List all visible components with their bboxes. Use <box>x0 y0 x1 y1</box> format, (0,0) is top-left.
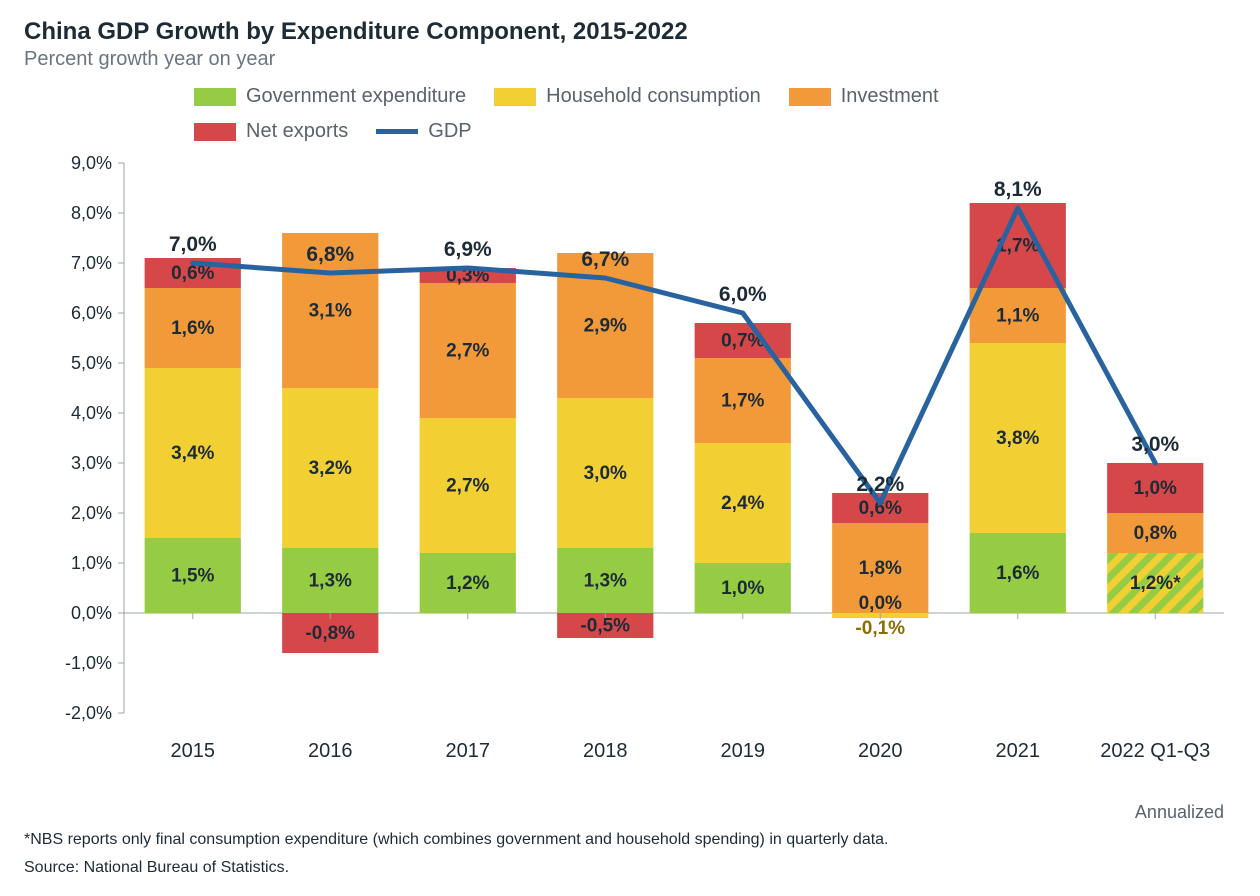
y-tick-label: -1,0% <box>65 653 112 673</box>
bar-label-nx: -0,5% <box>580 616 630 637</box>
legend-label: GDP <box>428 120 471 143</box>
y-tick-label: -2,0% <box>65 703 112 723</box>
bar-label-inv: 1,8% <box>859 558 902 579</box>
bar-label-inv: 1,1% <box>996 306 1039 327</box>
legend-label: Household consumption <box>546 85 761 108</box>
bar-label-hh: 3,4% <box>171 443 214 464</box>
bar-label-hh: 3,2% <box>309 458 352 479</box>
bar-label-gov: 1,0% <box>721 578 764 599</box>
gdp-label: 6,0% <box>719 283 767 306</box>
x-tick-label: 2015 <box>171 740 216 762</box>
x-tick-label: 2019 <box>721 740 766 762</box>
gdp-label: 8,1% <box>994 178 1042 201</box>
legend-item-nx: Net exports <box>194 120 348 143</box>
gdp-label: 6,9% <box>444 238 492 261</box>
footnote-star: *NBS reports only final consumption expe… <box>24 829 1236 851</box>
chart-title: China GDP Growth by Expenditure Componen… <box>24 18 1236 46</box>
gdp-label: 6,7% <box>581 248 629 271</box>
bar-label-inv: 2,7% <box>446 341 489 362</box>
legend-label: Investment <box>841 85 939 108</box>
y-tick-label: 9,0% <box>71 153 112 173</box>
bar-label-gov: 1,3% <box>584 571 627 592</box>
bar-label-gov: 1,3% <box>309 571 352 592</box>
y-tick-label: 7,0% <box>71 253 112 273</box>
legend-item-inv: Investment <box>789 85 939 108</box>
bar-label-hh: 2,7% <box>446 476 489 497</box>
y-tick-label: 0,0% <box>71 603 112 623</box>
bar-label-inv: 1,7% <box>721 391 764 412</box>
bar-label-nx: -0,8% <box>305 623 355 644</box>
legend-item-gdp: GDP <box>376 120 471 143</box>
legend-label: Government expenditure <box>246 85 466 108</box>
x-tick-label: 2018 <box>583 740 628 762</box>
bar-label-gov: 1,6% <box>996 563 1039 584</box>
bar-label-gov-hh: 1,2%* <box>1130 573 1181 594</box>
y-tick-label: 4,0% <box>71 403 112 423</box>
chart-svg: -2,0% -1,0% 0,0% 1,0% 2,0% 3,0% 4,0% 5,0% 6,0% 7,… <box>24 153 1236 793</box>
gdp-label: 6,8% <box>306 243 354 266</box>
legend-item-hh: Household consumption <box>494 85 761 108</box>
x-tick-label: 2022 Q1-Q3 <box>1100 740 1210 762</box>
bar-label-inv: 0,8% <box>1134 523 1177 544</box>
bar-label-gov: 1,5% <box>171 566 214 587</box>
legend-box-swatch <box>194 123 236 141</box>
x-tick-label: 2017 <box>446 740 491 762</box>
legend-line-swatch <box>376 129 418 134</box>
y-tick-label: 8,0% <box>71 203 112 223</box>
y-tick-label: 2,0% <box>71 503 112 523</box>
legend: Government expenditure Household consumpt… <box>24 85 1074 143</box>
bar-label-inv: 2,9% <box>584 316 627 337</box>
legend-box-swatch <box>789 88 831 106</box>
legend-box-swatch <box>194 88 236 106</box>
x-tick-label: 2020 <box>858 740 903 762</box>
bar-label-hh: 3,8% <box>996 428 1039 449</box>
y-tick-label: 3,0% <box>71 453 112 473</box>
y-tick-label: 5,0% <box>71 353 112 373</box>
y-tick-label: 6,0% <box>71 303 112 323</box>
legend-item-gov: Government expenditure <box>194 85 466 108</box>
x-tick-label: 2021 <box>996 740 1041 762</box>
bar-label-inv: 1,6% <box>171 318 214 339</box>
bar-label-hh: 2,4% <box>721 493 764 514</box>
chart-subtitle: Percent growth year on year <box>24 48 1236 71</box>
gdp-label: 7,0% <box>169 233 217 256</box>
x-tick-label: 2016 <box>308 740 353 762</box>
bar-label-hh: 3,0% <box>584 463 627 484</box>
bar-label-gov: 1,2% <box>446 573 489 594</box>
footnote-source: Source: National Bureau of Statistics. <box>24 857 1236 879</box>
gdp-label: 2,2% <box>856 473 904 496</box>
legend-box-swatch <box>494 88 536 106</box>
y-tick-label: 1,0% <box>71 553 112 573</box>
gdp-label: 3,0% <box>1131 433 1179 456</box>
bar-label-inv: 3,1% <box>309 301 352 322</box>
bar-label-hh: -0,1% <box>855 618 905 639</box>
annualized-label: Annualized <box>24 802 1236 823</box>
legend-label: Net exports <box>246 120 348 143</box>
chart-area: -2,0% -1,0% 0,0% 1,0% 2,0% 3,0% 4,0% 5,0% 6,0% 7,… <box>24 153 1236 798</box>
bar-label-nx: 1,0% <box>1134 478 1177 499</box>
bar-label-gov: 0,0% <box>859 593 902 614</box>
